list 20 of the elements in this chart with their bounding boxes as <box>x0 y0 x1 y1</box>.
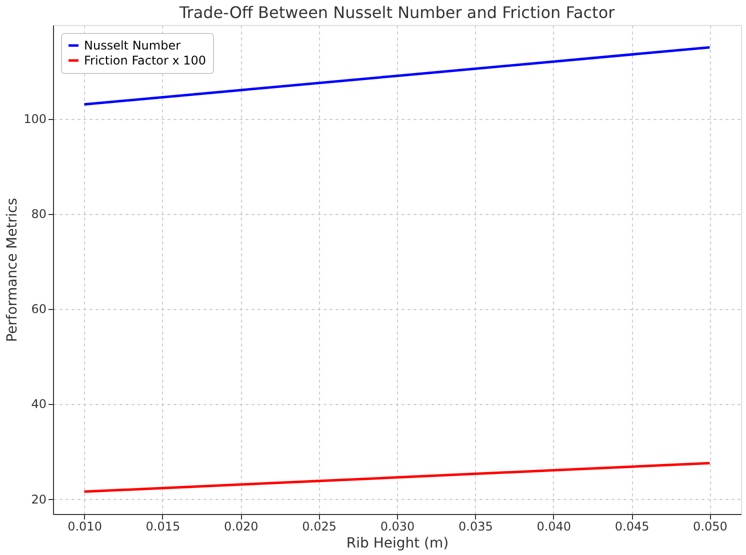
y-tick-label: 20 <box>31 492 46 506</box>
y-axis-title: Performance Metrics <box>4 198 21 342</box>
y-tick-label: 40 <box>31 397 46 412</box>
x-tick-label: 0.015 <box>146 520 180 534</box>
legend-label: Friction Factor x 100 <box>84 54 206 68</box>
x-tick-label: 0.020 <box>224 520 258 534</box>
x-tick-label: 0.050 <box>693 520 728 534</box>
y-tick-label: 100 <box>24 112 46 126</box>
y-tick-label: 60 <box>31 302 46 316</box>
line-series <box>83 462 711 493</box>
legend-label: Nusselt Number <box>84 38 181 52</box>
x-axis-title: Rib Height (m) <box>346 536 449 552</box>
x-tick-label: 0.010 <box>68 520 102 534</box>
x-tick-label: 0.035 <box>458 520 493 534</box>
x-tick-label: 0.045 <box>614 520 650 534</box>
chart-title: Trade-Off Between Nusselt Number and Friction Factor <box>178 3 616 22</box>
x-tick-label: 0.030 <box>380 520 415 534</box>
x-tick-label: 0.040 <box>536 520 572 534</box>
y-tick-label: 80 <box>31 207 46 222</box>
x-tick-label: 0.025 <box>302 520 336 534</box>
